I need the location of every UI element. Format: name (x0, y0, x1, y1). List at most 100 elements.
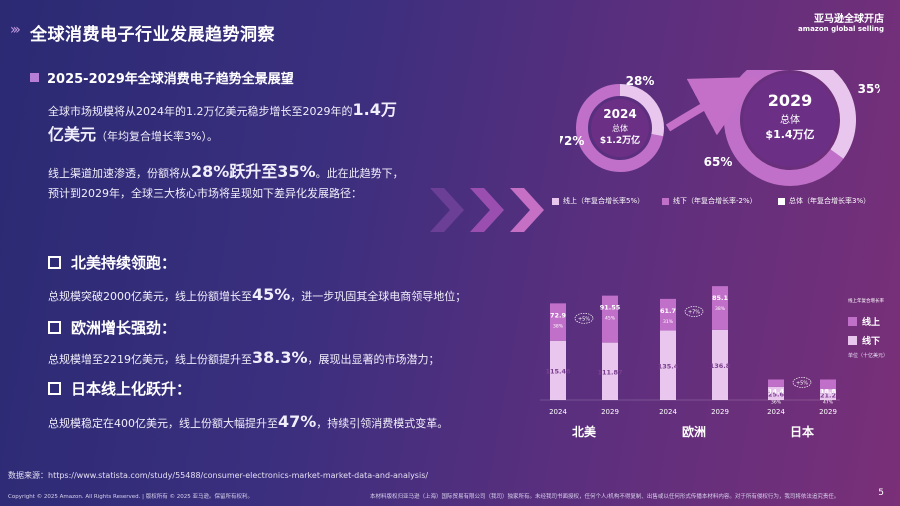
intro-paragraph-2: 线上渠道加速渗透，份额将从28%跃升至35%。此在此趋势下， 预计到2029年，… (48, 160, 488, 202)
intro-big-1: 1.4万 (352, 100, 397, 119)
data-source: 数据来源：https://www.statista.com/study/5548… (8, 471, 429, 480)
online-growth-note: 线上年复合增长率 (848, 299, 884, 304)
bar-online (712, 286, 728, 330)
page-number: 5 (878, 488, 884, 498)
bar-offline (550, 340, 566, 400)
market-heading-jp: 日本线上化跃升： (48, 378, 191, 399)
unit-note: 单位（十亿美元） (848, 353, 889, 359)
bar-online (550, 303, 566, 341)
section-title-text: 2025-2029年全球消费电子趋势全景展望 (47, 72, 294, 87)
bar-online (820, 379, 836, 390)
market-heading-eu-text: 欧洲增长强劲： (71, 319, 177, 337)
bar-offline (768, 386, 784, 400)
region-label: 日本 (790, 424, 814, 439)
section-marker-icon (30, 73, 39, 82)
donut-offline-slice (576, 84, 664, 172)
legend-swatch (848, 317, 857, 326)
donut-2024-offline-pct: 72% (560, 134, 584, 148)
growth-arrow-icon (665, 76, 759, 136)
donut-center (591, 99, 649, 157)
bar-online (602, 295, 618, 343)
donut-online-slice (619, 84, 664, 137)
market-heading-na: 北美持续领跑： (48, 252, 176, 273)
intro-text-3: 预计到2029年，全球三大核心市场将呈现如下差异化发展路径： (48, 186, 362, 200)
intro-big-3: 28%跃升至35% (191, 162, 316, 181)
bar-online (768, 379, 784, 387)
bar-online-share: 38% (553, 323, 564, 329)
donut-legend-offline: 线下（年复合增长率-2%） (662, 196, 757, 206)
intro-text-2b: 。此在此趋势下， (315, 167, 404, 180)
market-jp-big: 47% (278, 412, 317, 431)
legend-swatch (778, 197, 785, 205)
donut-2024-value: $1.2万亿 (600, 134, 640, 146)
bar-year-label: 2029 (819, 408, 837, 416)
market-heading-jp-text: 日本线上化跃升： (71, 380, 192, 398)
bar-year-label: 2024 (767, 408, 785, 416)
market-na-text-b: ，进一步巩固其全球电商领导地位； (290, 290, 467, 303)
market-jp-text-a: 总规模稳定在400亿美元，线上份额大幅提升至 (48, 417, 278, 430)
cagr-badge (684, 306, 704, 317)
market-text-eu: 总规模增至2219亿美元，线上份额提升至38.3%，展现出显著的市场潜力； (48, 348, 440, 367)
bar-online-value: 18.8 (820, 387, 837, 395)
cagr-value: +5% (578, 316, 590, 322)
donut-center (743, 73, 837, 167)
donut-2024-year: 2024 (603, 107, 636, 121)
donut-2029-online-pct: 35% (858, 82, 880, 96)
bar-offline-value: 135.4 (658, 362, 679, 370)
bar-year-label: 2024 (659, 408, 677, 416)
region-label: 北美 (572, 424, 597, 439)
intro-paragraph-1: 全球市场规模将从2024年的1.2万亿美元稳步增长至2029年的1.4万 亿美元… (48, 98, 478, 148)
checkbox-icon (48, 256, 61, 269)
cagr-value: +5% (796, 380, 808, 386)
copyright: Copyright © 2025 Amazon. All Rights Rese… (8, 494, 253, 500)
donut-legend-online: 线上（年复合增长率5%） (552, 196, 644, 206)
checkbox-icon (48, 321, 61, 334)
donut-2029-year: 2029 (768, 91, 813, 110)
intro-text-1a: 全球市场规模将从2024年的1.2万亿美元稳步增长至2029年的 (48, 105, 353, 118)
intro-note: （年均复合增长率3%）。 (96, 129, 218, 143)
donut-2029-offline-pct: 65% (704, 155, 733, 169)
section-title: 2025-2029年全球消费电子趋势全景展望 (30, 68, 294, 87)
bar-online-share: 38% (715, 306, 726, 312)
region-label: 欧洲 (682, 424, 706, 439)
page-title: 全球消费电子行业发展趋势洞察 (30, 25, 275, 45)
bar-online-value: 72.9 (550, 311, 567, 319)
market-eu-big: 38.3% (252, 348, 308, 367)
market-na-big: 45% (252, 285, 291, 304)
donut-2024-online-pct: 28% (626, 74, 655, 88)
brand-logo: 亚马逊全球开店 amazon global selling (798, 10, 884, 33)
market-jp-text-b: ，持续引领消费模式变革。 (316, 417, 449, 430)
bar-offline-value: 136.8 (710, 362, 731, 370)
donut-2024 (576, 84, 664, 172)
donut-2029-label: 总体 (780, 113, 800, 126)
market-text-na: 总规模突破2000亿美元，线上份额增长至45%，进一步巩固其全球电商领导地位； (48, 285, 466, 304)
market-heading-eu: 欧洲增长强劲： (48, 317, 176, 338)
intro-text-2a: 线上渠道加速渗透，份额将从 (48, 167, 191, 180)
donut-2029-value: $1.4万亿 (765, 127, 814, 141)
bar-legend-online-text: 线上 (862, 318, 881, 328)
bar-online-value: 91.55 (600, 304, 621, 312)
cagr-value: +7% (688, 310, 700, 316)
bar-year-label: 2029 (601, 408, 619, 416)
bar-year-label: 2029 (711, 408, 729, 416)
bar-offline (602, 342, 618, 400)
market-eu-text-a: 总规模增至2219亿美元，线上份额提升至 (48, 353, 252, 366)
brand-subname: amazon global selling (798, 25, 884, 33)
rights-notice: 本材料版权归亚马逊（上海）国际贸易有限公司（我司）独家所有。未经我司书面授权，任… (370, 494, 840, 500)
bar-year-label: 2024 (549, 408, 567, 416)
bar-online-share: 45% (605, 316, 616, 322)
bar-online-value: 14.4 (768, 387, 785, 395)
intro-big-2: 亿美元 (48, 124, 97, 144)
legend-swatch (662, 197, 669, 205)
market-na-text-a: 总规模突破2000亿美元，线上份额增长至 (48, 290, 252, 303)
donut-offline-slice (724, 70, 844, 186)
checkbox-icon (48, 382, 61, 395)
bar-offline-value: 115.48 (545, 367, 571, 375)
donut-2024-label: 总体 (612, 123, 628, 133)
legend-swatch (848, 336, 857, 345)
donut-legend-total: 总体（年复合增长率3%） (778, 196, 870, 206)
bar-offline (712, 329, 728, 400)
stacked-bar-chart: 115.48 72.9 38% 2024 111.87 91.55 45% 2029 +5% 北美… (540, 286, 840, 439)
legend-online-text: 线上（年复合增长率5%） (563, 197, 645, 205)
